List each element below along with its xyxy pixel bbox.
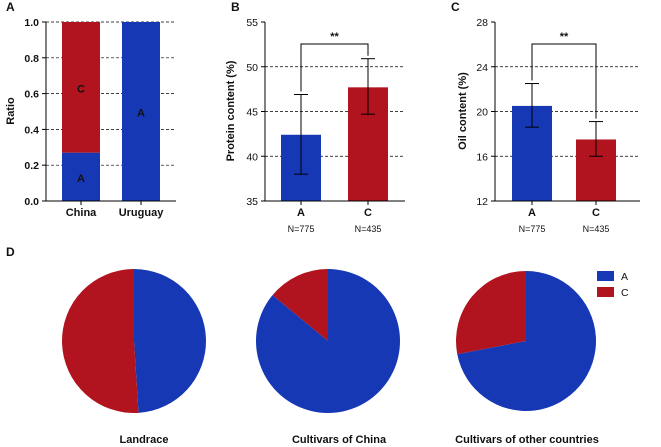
chart-c-significance-bracket [531,43,597,119]
chart-b: 35 40 45 50 55 A C N=775 N=435 ** Protein cont… [225,17,405,234]
chart-b-ytick-label: 50 [246,62,258,74]
chart-a-ytick-label: 0.4 [24,124,39,136]
chart-c-n-label: N=435 [583,224,610,234]
chart-d-pie-2-slice-c [272,269,328,341]
chart-b-n-label: N=775 [288,224,315,234]
chart-a-ytick-label: 0.8 [24,53,39,65]
chart-a-segment-label: C [77,83,85,95]
chart-a-ytick-label: 0.6 [24,89,39,101]
chart-d-legend-label: C [621,287,629,299]
chart-b-xtick-label: C [364,207,372,219]
chart-d-pie-title: Cultivars of other countries [455,434,599,446]
chart-a-bar-china-a [62,152,100,201]
chart-d-pie-3-slice-a [457,271,596,411]
chart-b-significance-label: ** [330,31,339,43]
chart-d: Landrace Cultivars of China Cultivars of o… [61,269,629,446]
chart-c-ytick-label: 12 [476,196,488,208]
chart-d-pie-1-slice-c [61,269,139,414]
chart-b-xtick-label: A [297,207,305,219]
chart-b-ylabel: Protein content (%) [225,60,237,161]
panel-label-c: C [451,0,460,14]
chart-a-segment-label: A [77,173,85,185]
chart-a: A C A 0.0 0.2 0.4 0.6 0.8 1.0 China Uruguay Rati… [5,17,176,219]
chart-a-xtick-label: Uruguay [119,207,165,219]
panel-label-d: D [6,245,15,259]
chart-b-ytick-label: 35 [246,196,258,208]
chart-c-ylabel: Oil content (%) [457,72,469,150]
chart-d-pie-1-slice-a [134,269,206,413]
chart-a-segment-label: A [137,108,145,120]
chart-d-legend-label: A [621,271,628,283]
chart-a-bar-china-c [62,22,100,153]
chart-c-ytick-label: 28 [476,17,488,29]
chart-c-xtick-label: C [592,207,600,219]
chart-a-ytick-label: 0.0 [24,196,39,208]
chart-c-n-label: N=775 [519,224,546,234]
chart-c-xtick-label: A [528,207,536,219]
chart-b-n-label: N=435 [355,224,382,234]
chart-c-ytick-label: 24 [476,62,488,74]
chart-a-xtick-label: China [66,207,97,219]
chart-d-pie-title: Landrace [120,434,169,446]
chart-c-ytick-label: 20 [476,107,488,119]
chart-b-ytick-label: 45 [246,107,258,119]
chart-a-ytick-label: 0.2 [24,160,39,172]
chart-b-ytick-label: 40 [246,151,258,163]
chart-d-pie-title: Cultivars of China [292,434,387,446]
chart-d-pie-3-slice-c [455,271,526,355]
chart-a-bar-uruguay-a [122,22,160,201]
panel-label-b: B [231,0,240,14]
chart-a-ylabel: Ratio [5,97,17,125]
chart-a-ytick-label: 1.0 [24,17,39,29]
chart-b-ytick-label: 55 [246,17,258,29]
chart-d-legend-swatch-c [597,287,614,297]
panel-label-a: A [6,0,15,14]
chart-c-significance-label: ** [560,31,569,43]
chart-d-legend-swatch-a [597,271,614,281]
chart-c: 12 16 20 24 28 A C N=775 N=435 ** Oil content … [457,17,640,234]
chart-b-significance-bracket [300,43,369,92]
chart-c-ytick-label: 16 [476,151,488,163]
